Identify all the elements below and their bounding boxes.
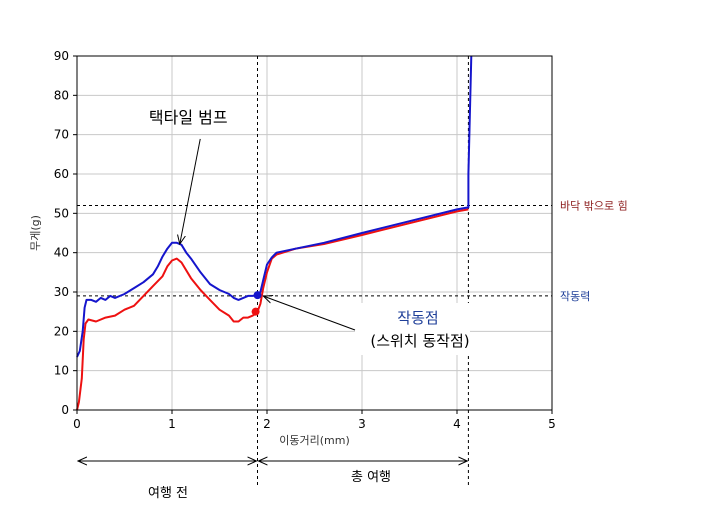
point-marker — [253, 291, 262, 300]
y-tick-label: 0 — [61, 403, 69, 417]
y-tick-label: 50 — [54, 206, 69, 220]
x-tick-label: 2 — [263, 417, 271, 431]
x-tick-label: 5 — [548, 417, 556, 431]
reference-lines — [77, 56, 552, 486]
y-tick-label: 20 — [54, 324, 69, 338]
tactile-bump-arrow — [180, 138, 201, 244]
series-lines — [76, 55, 473, 411]
y-tick-label: 90 — [54, 49, 69, 63]
x-axis-label: 이동거리(mm) — [279, 434, 350, 447]
y-axis-label: 무게(g) — [29, 215, 42, 251]
y-tick-label: 80 — [54, 88, 69, 102]
y-tick-label: 30 — [54, 285, 69, 299]
point-marker — [251, 307, 260, 316]
plot-frame — [76, 55, 553, 411]
ref-label-actuation-force: 작동력 — [560, 290, 590, 303]
series-line-red — [76, 208, 469, 411]
data-markers — [251, 291, 262, 316]
y-tick-label: 40 — [54, 246, 69, 260]
y-tick-label: 10 — [54, 364, 69, 378]
y-tick-label: 60 — [54, 167, 69, 181]
annotation-actuation-point: 작동점 (스위치 동작점) — [263, 296, 470, 355]
actuation-point-arrow — [263, 296, 356, 331]
total-travel-label: 총 여행 — [351, 469, 391, 485]
series-line-blue — [76, 55, 473, 358]
x-tick-label: 4 — [453, 417, 461, 431]
pre-travel-label: 여행 전 — [148, 485, 188, 501]
actuation-label-box — [355, 303, 470, 355]
annotation-tactile-bump: 택타일 범프 — [149, 108, 228, 244]
y-tick-label: 70 — [54, 128, 69, 142]
x-tick-label: 1 — [168, 417, 176, 431]
tactile-bump-label: 택타일 범프 — [149, 108, 228, 127]
x-tick-label: 3 — [358, 417, 366, 431]
actuation-point-label: 작동점 — [397, 309, 438, 327]
travel-spans: 여행 전 총 여행 — [78, 461, 467, 501]
x-tick-label: 0 — [73, 417, 81, 431]
ref-label-floor-out-force: 바닥 밖으로 힘 — [560, 199, 628, 212]
actuation-point-sublabel: (스위치 동작점) — [370, 332, 469, 350]
